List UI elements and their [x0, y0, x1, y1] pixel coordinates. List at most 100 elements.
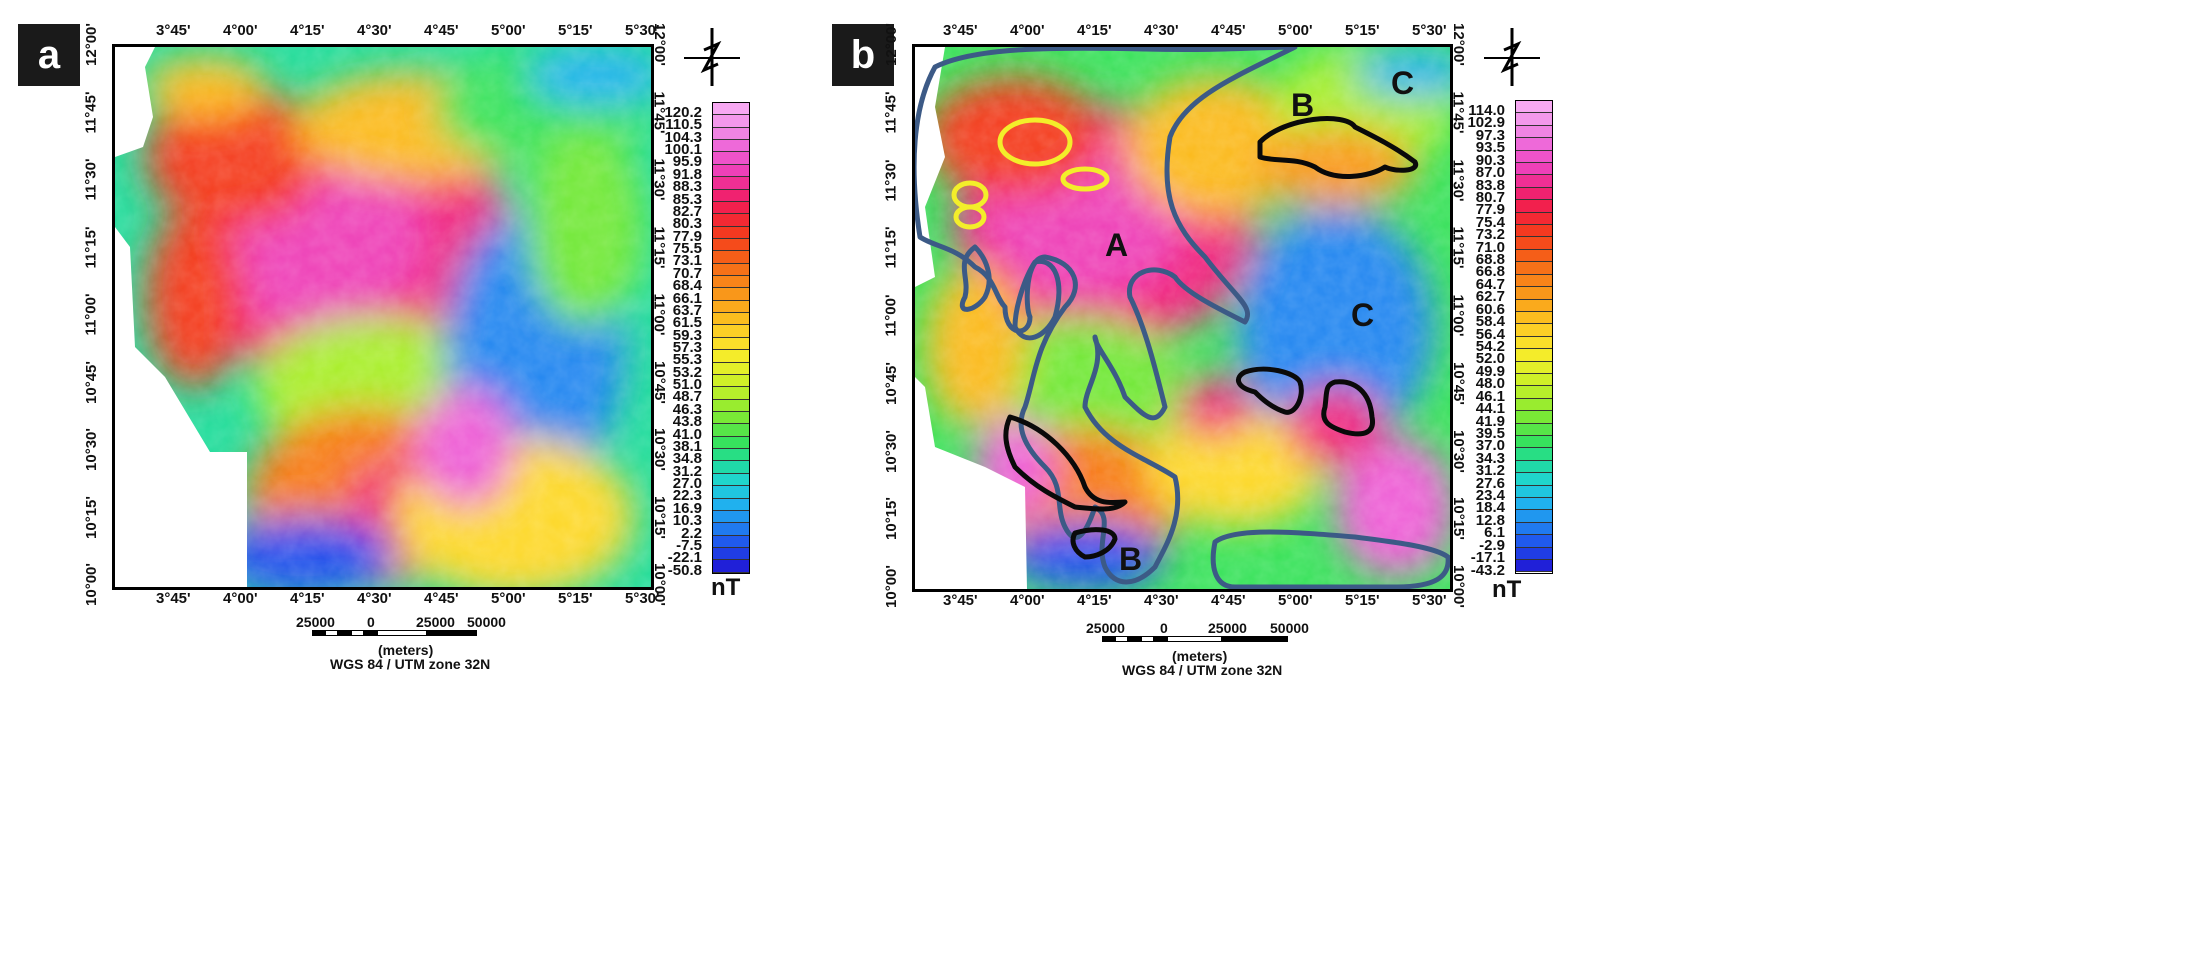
colorbar-swatch [1516, 498, 1552, 511]
colorbar-swatch [713, 486, 749, 499]
left-tick-label: 11°45' [882, 91, 900, 134]
colorbar-swatch [713, 510, 749, 524]
colorbar-swatch [1516, 212, 1552, 226]
colorbar-swatch [713, 115, 749, 128]
colorbar-value: 34.8 [672, 450, 702, 468]
colorbar-value: 46.3 [672, 400, 702, 418]
top-tick-label: 4°30' [1144, 22, 1179, 39]
unit-label-b: nT [1492, 576, 1522, 603]
colorbar-swatch [713, 411, 749, 425]
colorbar-swatch [713, 276, 749, 289]
bottom-tick-label: 5°00' [1278, 592, 1313, 609]
colorbar-swatch [713, 547, 749, 561]
colorbar-swatch [713, 387, 749, 400]
colorbar-value: 22.3 [672, 487, 702, 505]
north-arrow-b [1484, 28, 1540, 86]
colorbar-value: 23.4 [1475, 487, 1505, 505]
left-tick-label: 11°00' [882, 294, 900, 337]
colorbar-swatch [1516, 510, 1552, 523]
colorbar-swatch [713, 337, 749, 351]
colorbar-value: 75.5 [672, 240, 702, 258]
magnetic-map-b: A B C B C [912, 44, 1453, 592]
blue-zone-outlines [915, 47, 1450, 589]
colorbar-swatch [713, 424, 749, 437]
colorbar-value: 12.8 [1475, 511, 1505, 529]
colorbar-swatch [1516, 547, 1552, 561]
bottom-tick-label: 3°45' [943, 592, 978, 609]
colorbar-swatch [713, 325, 749, 338]
colorbar-value: 71.0 [1475, 238, 1505, 256]
scale-label-3: 25000 [1208, 620, 1247, 636]
colorbar-value: 31.2 [1475, 462, 1505, 480]
colorbar-swatch [713, 127, 749, 141]
zone-label-b-north: B [1291, 87, 1315, 123]
colorbar-value: 41.0 [672, 425, 702, 443]
colorbar-value: 82.7 [672, 202, 702, 220]
colorbar-value: 97.3 [1475, 126, 1505, 144]
bottom-tick-label: 4°45' [424, 590, 459, 607]
bottom-tick-label: 4°15' [1077, 592, 1112, 609]
colorbar-value: 73.1 [672, 252, 702, 270]
bottom-tick-label: 5°30' [625, 590, 660, 607]
colorbar-value: -43.2 [1470, 561, 1505, 579]
unit-label-a: nT [711, 574, 741, 601]
left-tick-label: 10°00' [882, 565, 900, 608]
scale-bar-a: 25000 0 25000 50000 (meters) WGS 84 / UT… [296, 614, 520, 674]
colorbar-value: 6.1 [1484, 524, 1505, 542]
scale-label-4: 50000 [467, 614, 506, 630]
zone-label-a: A [1105, 227, 1129, 263]
colorbar-value: 104.3 [664, 128, 702, 146]
colorbar-swatch [713, 560, 749, 573]
yellow-outlines [951, 117, 1110, 230]
colorbar-value: 102.9 [1467, 114, 1505, 132]
scale-label-4: 50000 [1270, 620, 1309, 636]
colorbar-swatch [713, 263, 749, 277]
colorbar-value: 91.8 [672, 165, 702, 183]
colorbar-value: 57.3 [672, 339, 702, 356]
colorbar-value: 68.4 [672, 277, 702, 295]
colorbar-swatch [1516, 175, 1552, 188]
bottom-tick-label: 4°30' [1144, 592, 1179, 609]
colorbar-swatch [1516, 398, 1552, 412]
colorbar-swatch [1516, 473, 1552, 486]
colorbar-swatch [713, 238, 749, 252]
colorbar-value: 44.1 [1475, 400, 1505, 418]
colorbar-swatch [713, 214, 749, 227]
colorbar-swatch [1516, 522, 1552, 536]
colorbar-value: 85.3 [672, 190, 702, 208]
top-tick-label: 4°45' [424, 22, 459, 39]
colorbar-value: 73.2 [1475, 226, 1505, 244]
colorbar-swatch [1516, 336, 1552, 350]
colorbar-value: 46.1 [1475, 387, 1505, 405]
colorbar-value: -50.8 [667, 561, 702, 579]
panel-a: a [0, 0, 1100, 978]
colorbar-value: 83.8 [1475, 176, 1505, 194]
colorbar-value: 114.0 [1468, 102, 1505, 119]
colorbar-swatch [713, 288, 749, 301]
colorbar-swatch [713, 300, 749, 314]
colorbar-value: 48.7 [672, 388, 702, 406]
left-tick-label: 12°00' [882, 23, 900, 66]
top-tick-label: 5°00' [491, 22, 526, 39]
colorbar-value: 90.3 [1475, 151, 1505, 169]
colorbar-value: 55.3 [672, 351, 702, 369]
scale-unit-b: (meters) [1172, 648, 1228, 664]
colorbar-value: 60.6 [1475, 300, 1505, 318]
colorbar-swatch [713, 449, 749, 462]
colorbar-swatch [1516, 423, 1552, 436]
colorbar-value: 18.4 [1475, 499, 1505, 517]
colorbar-swatch [1516, 435, 1552, 449]
colorbar-value: 51.0 [672, 376, 702, 394]
scale-label-2: 0 [367, 614, 375, 630]
colorbar-value: 49.9 [1475, 362, 1505, 380]
colorbar-value: 48.0 [1475, 375, 1505, 393]
scale-label-2: 0 [1160, 620, 1168, 636]
bottom-tick-label: 5°15' [558, 590, 593, 607]
colorbar-value: 63.7 [672, 301, 702, 319]
colorbar-swatch [713, 473, 749, 487]
colorbar-value: 41.9 [1475, 412, 1505, 430]
colorbar-value: 59.3 [672, 326, 702, 344]
left-tick-label: 11°30' [882, 158, 900, 202]
colorbar-value: 62.7 [1475, 288, 1505, 306]
colorbar-swatch [713, 140, 749, 153]
